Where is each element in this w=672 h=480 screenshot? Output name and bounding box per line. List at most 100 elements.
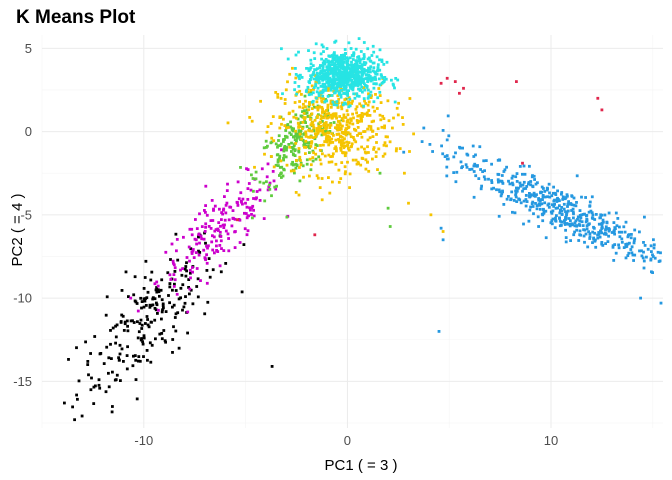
data-point	[532, 194, 536, 198]
data-point	[341, 119, 345, 123]
data-point	[335, 149, 338, 153]
data-point	[117, 356, 120, 360]
data-point	[330, 160, 334, 164]
data-point	[437, 330, 441, 333]
data-point	[341, 139, 345, 142]
data-point	[458, 91, 461, 95]
data-point	[364, 84, 367, 87]
data-point	[292, 144, 296, 148]
data-point	[312, 128, 315, 132]
data-point	[309, 88, 313, 92]
data-point	[301, 120, 305, 124]
data-point	[118, 343, 122, 347]
data-point	[350, 102, 354, 105]
data-point	[218, 230, 222, 234]
data-point	[92, 385, 96, 389]
data-point	[321, 111, 324, 114]
data-point	[179, 268, 182, 272]
data-point	[328, 126, 332, 129]
data-point	[583, 228, 587, 232]
data-point	[322, 50, 325, 53]
data-point	[338, 69, 342, 73]
data-point	[482, 159, 486, 163]
data-point	[617, 246, 621, 250]
data-point	[368, 59, 372, 63]
data-point	[323, 110, 327, 114]
data-point	[352, 67, 355, 70]
data-point	[317, 91, 321, 95]
data-point	[331, 59, 334, 63]
data-point	[172, 263, 176, 267]
data-point	[330, 94, 334, 97]
data-point	[309, 58, 313, 62]
data-point	[631, 253, 635, 257]
data-point	[362, 79, 365, 83]
data-point	[580, 195, 583, 199]
data-point	[311, 136, 315, 139]
data-point	[364, 69, 368, 72]
data-point	[342, 92, 346, 95]
data-point	[315, 133, 319, 136]
data-point	[332, 81, 336, 85]
data-point	[355, 105, 359, 109]
data-point	[295, 136, 299, 140]
data-point	[322, 133, 326, 136]
data-point	[539, 190, 543, 194]
data-point	[584, 232, 588, 236]
data-point	[334, 68, 338, 71]
data-point	[309, 168, 313, 172]
data-point	[522, 180, 526, 184]
data-point	[335, 82, 339, 86]
data-point	[358, 58, 362, 62]
data-point	[179, 296, 182, 300]
data-point	[600, 227, 604, 230]
data-point	[287, 143, 291, 146]
data-point	[142, 336, 146, 340]
data-point	[378, 171, 382, 175]
data-point	[354, 107, 358, 111]
data-point	[611, 244, 615, 248]
data-point	[642, 266, 646, 270]
data-point	[314, 68, 318, 72]
data-point	[213, 229, 217, 233]
data-point	[358, 102, 362, 106]
data-point	[153, 318, 157, 322]
data-point	[205, 281, 209, 285]
data-point	[317, 94, 321, 97]
data-point	[320, 99, 324, 103]
data-point	[613, 243, 617, 246]
data-point	[306, 90, 310, 94]
data-point	[372, 119, 375, 123]
data-point	[388, 225, 392, 228]
data-point	[620, 240, 624, 244]
data-point	[329, 99, 333, 103]
data-point	[407, 201, 410, 205]
data-point	[324, 58, 328, 61]
data-point	[331, 141, 335, 144]
data-point	[339, 127, 343, 130]
data-point	[294, 142, 298, 145]
data-point	[311, 156, 315, 159]
data-point	[184, 274, 188, 278]
data-point	[140, 300, 144, 303]
data-point	[142, 355, 145, 358]
data-point	[301, 127, 304, 130]
data-point	[649, 258, 653, 262]
data-point	[246, 198, 250, 201]
data-point	[586, 245, 590, 249]
data-point	[297, 132, 300, 136]
data-point	[337, 168, 341, 172]
data-point	[294, 166, 298, 170]
data-point	[291, 163, 295, 167]
data-point	[265, 146, 268, 149]
data-point	[496, 158, 500, 162]
data-point	[345, 79, 348, 82]
data-point	[589, 209, 593, 213]
data-point	[282, 156, 285, 160]
data-point	[342, 88, 346, 91]
data-point	[549, 221, 553, 225]
data-point	[474, 174, 478, 178]
data-point	[564, 228, 567, 232]
data-point	[287, 126, 290, 129]
data-point	[588, 200, 592, 204]
